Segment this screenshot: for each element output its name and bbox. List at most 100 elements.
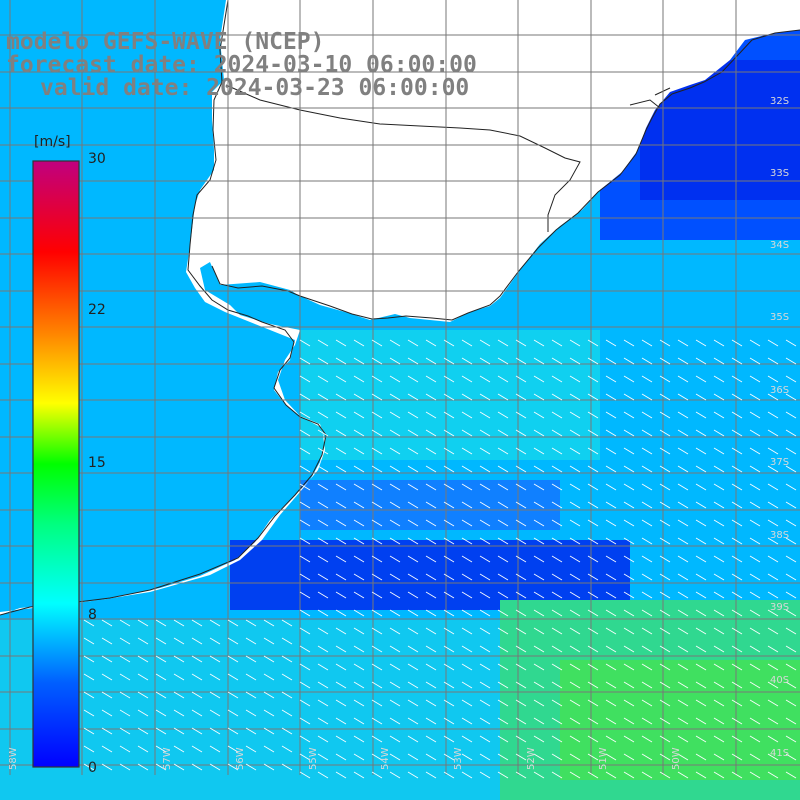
wind-arrow [299,483,311,491]
wind-arrow [515,753,527,761]
wind-arrow [83,637,95,645]
wind-arrow [731,465,743,473]
wind-arrow [335,411,347,419]
wind-arrow [767,357,779,365]
wind-arrow [443,483,455,491]
wind-arrow [713,573,725,581]
wind-arrow [353,357,365,365]
wind-arrow [263,727,275,735]
wind-arrow [461,735,473,743]
sea-mid-speed-region [0,620,500,800]
wind-arrow [371,501,383,509]
wind-arrow [515,717,527,725]
wind-arrow [371,375,383,383]
wind-arrow [209,763,221,771]
colorbar-unit: [m/s] [34,134,71,150]
wind-arrow [497,645,509,653]
wind-arrow [299,663,311,671]
wind-arrow [335,375,347,383]
wind-arrow [371,357,383,365]
wind-arrow [785,627,797,635]
wind-arrow [569,339,581,347]
south-america-coastline [0,0,800,615]
wind-arrow [785,573,797,581]
wind-arrow [623,375,635,383]
wind-arrow [353,393,365,401]
wind-arrow [551,753,563,761]
wind-arrow [191,709,203,717]
wind-arrow [533,681,545,689]
wind-arrow [623,573,635,581]
wind-arrow [389,393,401,401]
wind-arrow [371,627,383,635]
wind-arrow [623,501,635,509]
wind-arrow [785,735,797,743]
wind-arrow [731,339,743,347]
wind-arrow [551,681,563,689]
wind-arrow [641,357,653,365]
wind-arrow [335,393,347,401]
wind-arrow [353,753,365,761]
wind-arrow [191,691,203,699]
wind-arrow [389,609,401,617]
wind-arrow [227,763,239,771]
wind-arrow [335,627,347,635]
wind-arrow [641,645,653,653]
wind-arrow [353,663,365,671]
wind-arrow [407,573,419,581]
wind-arrow [695,411,707,419]
wind-arrow [425,411,437,419]
wind-arrow [713,771,725,779]
wind-arrow [479,699,491,707]
wind-arrow [389,735,401,743]
wind-arrow [605,609,617,617]
wind-arrow [245,673,257,681]
wind-arrow [749,537,761,545]
wind-arrow [641,537,653,545]
wind-arrow [659,393,671,401]
wind-arrow [533,771,545,779]
wind-arrow [605,429,617,437]
wind-arrow [677,411,689,419]
wind-arrow [713,699,725,707]
wind-arrow [425,447,437,455]
wind-arrow [353,573,365,581]
wind-arrow [533,411,545,419]
wind-arrow [569,375,581,383]
wind-arrow [533,627,545,635]
wind-arrow [497,627,509,635]
wind-arrow [515,627,527,635]
wind-arrow [443,609,455,617]
wind-arrow [407,483,419,491]
wind-arrow [569,681,581,689]
wind-arrow [767,429,779,437]
wind-arrow [461,699,473,707]
wind-arrow [299,753,311,761]
wind-arrow [587,735,599,743]
wind-arrow [389,627,401,635]
wind-arrow [587,537,599,545]
wind-arrow [497,375,509,383]
wind-arrow [191,673,203,681]
wind-arrow [137,691,149,699]
wind-arrow [713,357,725,365]
wind-arrow [569,645,581,653]
wind-arrow [299,771,311,779]
wind-arrow [443,447,455,455]
wind-arrow [299,573,311,581]
wind-arrow [425,573,437,581]
wind-arrow [281,763,293,771]
wind-arrow [173,655,185,663]
wind-arrow [659,609,671,617]
wind-arrow [425,339,437,347]
wind-arrow [731,555,743,563]
wind-arrow [389,573,401,581]
lat-label: 35S [770,312,790,323]
wind-arrow [497,429,509,437]
wind-arrow [497,699,509,707]
wind-arrow [389,591,401,599]
lon-label: 55W [308,747,319,770]
wind-arrow [767,609,779,617]
wind-arrow [695,357,707,365]
wind-arrow [533,573,545,581]
